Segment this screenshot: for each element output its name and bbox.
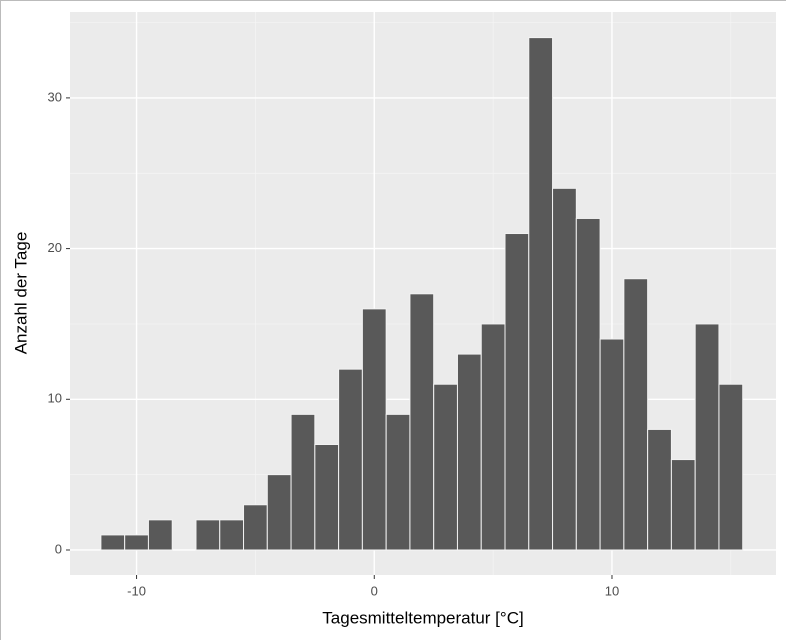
bar <box>504 233 530 551</box>
bar <box>456 353 482 551</box>
bar <box>338 368 363 551</box>
bar <box>243 504 268 551</box>
axes: -10 0 10 0 10 20 30 <box>48 89 620 598</box>
bar <box>552 187 577 551</box>
bar <box>195 519 221 551</box>
x-tick-label: 0 <box>371 583 378 598</box>
bar <box>124 534 149 551</box>
y-axis-title: Anzahl der Tage <box>11 232 30 355</box>
bar <box>623 278 649 551</box>
y-tick-label: 0 <box>55 541 62 556</box>
bar <box>599 338 625 551</box>
bar <box>528 37 554 551</box>
bar <box>219 519 245 551</box>
bars <box>100 37 744 551</box>
bar <box>575 217 601 551</box>
bar <box>147 519 173 551</box>
y-tick-label: 10 <box>48 391 62 406</box>
bar <box>361 308 387 551</box>
bar <box>480 323 506 551</box>
x-tick-label: -10 <box>127 583 146 598</box>
bar <box>290 413 316 551</box>
bar <box>718 383 744 551</box>
bar <box>694 323 720 551</box>
bar <box>314 443 340 551</box>
bar <box>266 474 292 551</box>
x-axis-title: Tagesmitteltemperatur [°C] <box>322 608 523 627</box>
bar <box>409 293 435 551</box>
bar <box>100 534 126 551</box>
y-tick-label: 30 <box>48 89 62 104</box>
bar <box>385 413 411 551</box>
bar <box>647 428 672 551</box>
bar <box>433 383 458 551</box>
y-tick-label: 20 <box>48 240 62 255</box>
bar <box>670 459 696 551</box>
x-tick-label: 10 <box>605 583 619 598</box>
